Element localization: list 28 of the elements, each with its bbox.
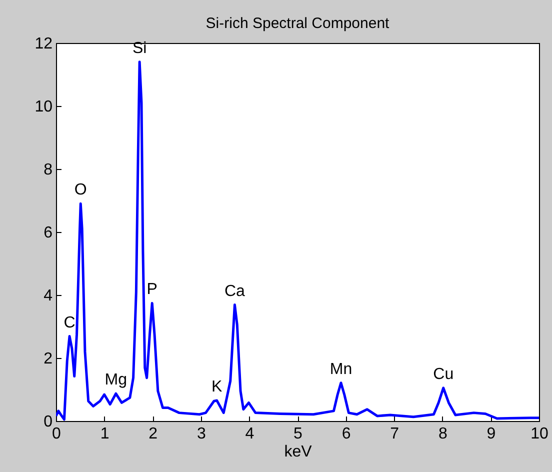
x-tick-label: 1: [100, 426, 110, 442]
line-series: [56, 60, 539, 421]
y-tick-label: 4: [44, 288, 53, 304]
y-tick-label: 0: [44, 414, 53, 430]
annotation: Cu: [433, 366, 454, 383]
x-axis-title: keV: [284, 444, 312, 460]
annotation: K: [212, 378, 223, 396]
chart-title: Si-rich Spectral Component: [206, 15, 390, 32]
annotation: Mn: [330, 360, 352, 378]
annotation: P: [146, 281, 158, 298]
y-tick-label: 8: [44, 162, 53, 178]
annotation: Ca: [224, 282, 246, 300]
x-tick-label: 10: [530, 426, 548, 442]
annotation: O: [74, 182, 87, 199]
x-tick-label: 6: [342, 426, 351, 442]
x-tick-label: 2: [148, 426, 158, 442]
x-tick-label: 3: [196, 426, 206, 442]
x-tick-label: 9: [486, 426, 496, 442]
y-tick-label: 12: [34, 36, 53, 52]
y-tick-label: 6: [44, 224, 53, 242]
annotation: C: [64, 314, 76, 332]
x-tick-label: 5: [294, 426, 303, 442]
x-tick-label: 7: [390, 426, 400, 442]
y-tick-label: 10: [34, 98, 53, 116]
annotation: Mg: [104, 372, 128, 389]
x-tick-label: 8: [438, 426, 448, 442]
y-tick-label: 2: [44, 350, 53, 368]
x-tick-label: 4: [245, 426, 254, 442]
